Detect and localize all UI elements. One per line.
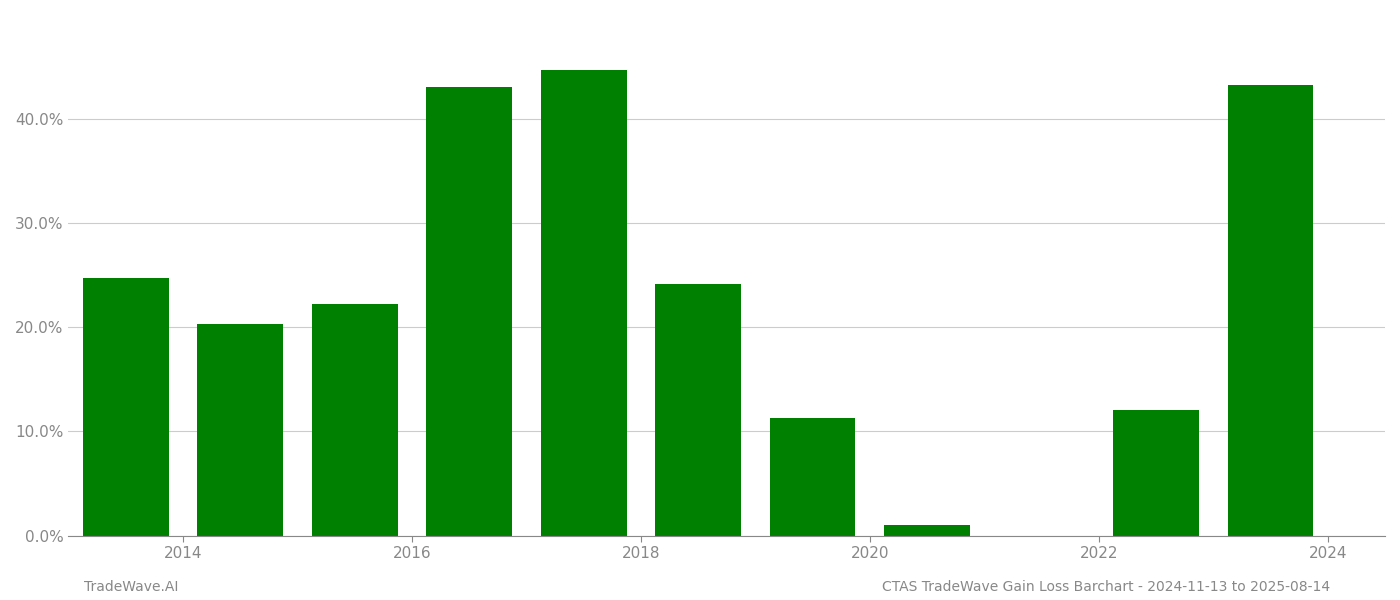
Bar [540, 70, 627, 536]
Bar [885, 525, 970, 536]
Bar [770, 418, 855, 536]
Bar [1228, 85, 1313, 536]
Text: CTAS TradeWave Gain Loss Barchart - 2024-11-13 to 2025-08-14: CTAS TradeWave Gain Loss Barchart - 2024… [882, 580, 1330, 594]
Bar [1113, 410, 1198, 536]
Bar [655, 284, 741, 536]
Text: TradeWave.AI: TradeWave.AI [84, 580, 178, 594]
Bar [197, 324, 283, 536]
Bar [83, 278, 168, 536]
Bar [312, 304, 398, 536]
Bar [426, 87, 512, 536]
